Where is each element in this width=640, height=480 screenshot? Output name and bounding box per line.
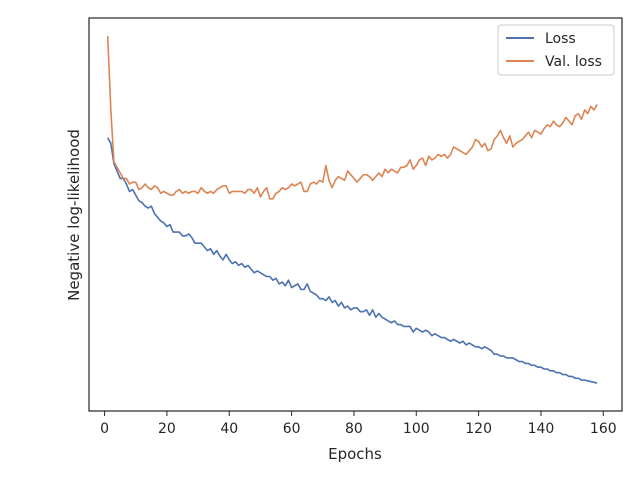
- x-tick-label: 100: [403, 421, 430, 437]
- legend-label-val-loss: Val. loss: [545, 54, 602, 70]
- x-tick-label: 80: [345, 421, 363, 437]
- x-tick-label: 20: [158, 421, 176, 437]
- x-tick-label: 60: [283, 421, 301, 437]
- x-tick-label: 140: [528, 421, 555, 437]
- y-axis-label: Negative log-likelihood: [65, 129, 83, 301]
- x-tick-label: 160: [590, 421, 617, 437]
- plot-frame: [88, 17, 623, 412]
- plot-area: [88, 17, 623, 412]
- x-tick-label: 120: [465, 421, 492, 437]
- x-axis-ticks: 0 20 40 60 80 100 120 140 160: [100, 411, 617, 437]
- series-line-loss: [107, 137, 598, 384]
- series-layer: [106, 35, 598, 384]
- x-tick-label: 0: [100, 421, 109, 437]
- legend: Loss Val. loss: [497, 24, 615, 76]
- legend-label-loss: Loss: [545, 31, 576, 47]
- x-axis-label: Epochs: [328, 445, 382, 463]
- series-line-val-loss: [106, 35, 598, 200]
- x-tick-label: 40: [220, 421, 238, 437]
